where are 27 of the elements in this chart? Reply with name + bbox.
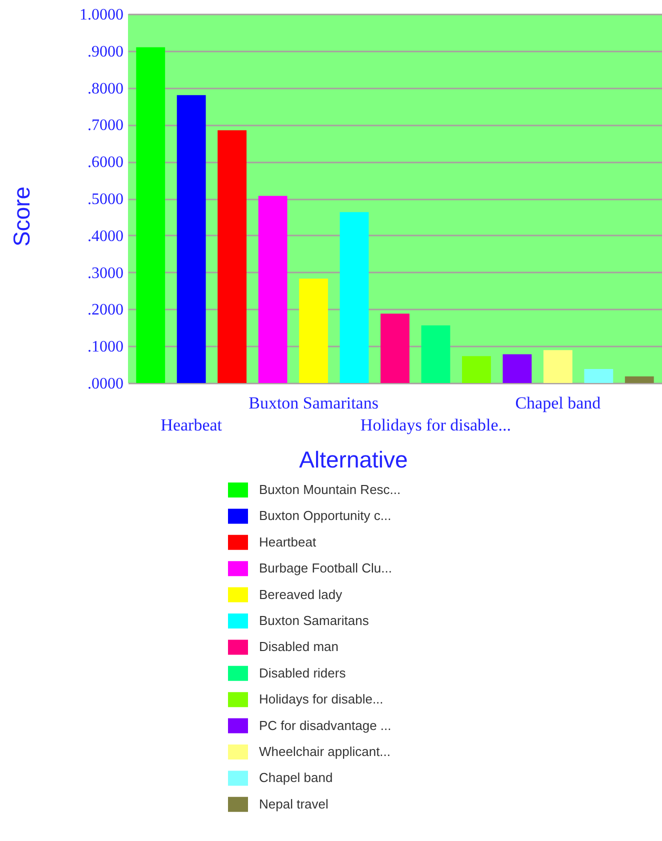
y-tick-label: .8000	[88, 80, 124, 98]
legend-label: Bereaved lady	[259, 586, 343, 602]
legend-label: Disabled riders	[259, 665, 346, 680]
legend-label: PC for disadvantage ...	[259, 718, 392, 733]
y-tick-label: .4000	[88, 228, 124, 245]
y-tick-label: .9000	[88, 43, 124, 60]
legend-label: Holidays for disable...	[259, 692, 384, 707]
y-tick-label: .0000	[88, 376, 124, 392]
legend-label: Disabled man	[259, 639, 338, 654]
y-tick-label: .3000	[88, 264, 124, 282]
y-tick-label: .7000	[88, 117, 124, 134]
legend-label: Wheelchair applicant...	[259, 744, 391, 759]
legend-label: Nepal travel	[259, 796, 328, 812]
y-tick-label: .6000	[88, 154, 124, 172]
y-tick-label: .5000	[88, 191, 124, 208]
x-axis-title: Alternative	[299, 446, 408, 472]
legend-label: Burbage Football Clu...	[259, 560, 392, 576]
legend-label: Buxton Opportunity c...	[259, 508, 392, 524]
y-tick-label: .2000	[88, 302, 124, 319]
legend-label: Chapel band	[259, 770, 333, 786]
y-axis-title: Score	[8, 186, 34, 247]
legend-label: Buxton Mountain Resc...	[259, 482, 401, 497]
legend-label: Buxton Samaritans	[259, 613, 370, 628]
y-tick-label: 1.0000	[80, 6, 124, 24]
y-tick-label: .1000	[88, 338, 124, 356]
x-tick-label: Hearbeat	[160, 416, 222, 434]
legend-label: Heartbeat	[259, 534, 316, 550]
